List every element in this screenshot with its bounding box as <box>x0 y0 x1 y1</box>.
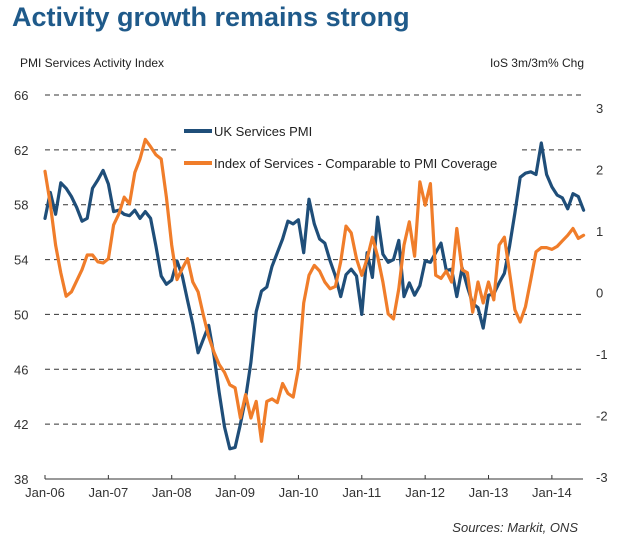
series-line-uk-services-pmi <box>43 141 586 451</box>
left-axis-ticks: 38 42 46 50 54 58 62 66 <box>14 88 28 487</box>
x-tick-label: Jan-10 <box>279 485 319 500</box>
legend-background <box>180 118 520 174</box>
series-line-index-of-services <box>43 137 586 443</box>
left-tick-label: 66 <box>14 88 28 103</box>
right-tick-label: -3 <box>596 470 608 485</box>
right-axis-title: IoS 3m/3m% Chg <box>489 56 584 70</box>
left-axis-title: PMI Services Activity Index <box>20 56 165 70</box>
left-tick-label: 58 <box>14 198 28 213</box>
left-tick-label: 50 <box>14 307 28 322</box>
x-axis: Jan-06 Jan-07 Jan-08 Jan-09 Jan-10 Jan-11 Jan-… <box>25 475 572 500</box>
left-tick-label: 46 <box>14 362 28 377</box>
x-tick-label: Jan-11 <box>342 485 381 500</box>
legend: UK Services PMI Index of Services - Comp… <box>180 118 520 174</box>
x-tick-label: Jan-12 <box>405 485 445 500</box>
left-tick-label: 42 <box>14 417 28 432</box>
source-note: Sources: Markit, ONS <box>452 520 578 535</box>
left-tick-label: 62 <box>14 143 28 158</box>
legend-label-index-of-services: Index of Services - Comparable to PMI Co… <box>214 156 497 171</box>
right-tick-label: 3 <box>596 101 603 116</box>
x-tick-label: Jan-13 <box>469 485 509 500</box>
x-tick-label: Jan-06 <box>25 485 65 500</box>
right-tick-label: 2 <box>596 163 603 178</box>
gridlines <box>45 94 583 480</box>
x-tick-label: Jan-08 <box>152 485 192 500</box>
series-lines <box>43 137 586 451</box>
x-tick-label: Jan-09 <box>215 485 255 500</box>
left-tick-label: 38 <box>14 472 28 487</box>
left-tick-label: 54 <box>14 253 28 268</box>
right-tick-label: -2 <box>596 409 608 424</box>
right-tick-label: 0 <box>596 286 603 301</box>
right-axis-ticks: -3 -2 -1 0 1 2 3 <box>596 101 608 485</box>
legend-label-uk-services-pmi: UK Services PMI <box>214 124 312 139</box>
chart-title: Activity growth remains strong <box>12 2 410 32</box>
right-tick-label: -1 <box>596 347 608 362</box>
x-tick-label: Jan-14 <box>532 485 572 500</box>
right-tick-label: 1 <box>596 224 603 239</box>
x-tick-label: Jan-07 <box>88 485 128 500</box>
